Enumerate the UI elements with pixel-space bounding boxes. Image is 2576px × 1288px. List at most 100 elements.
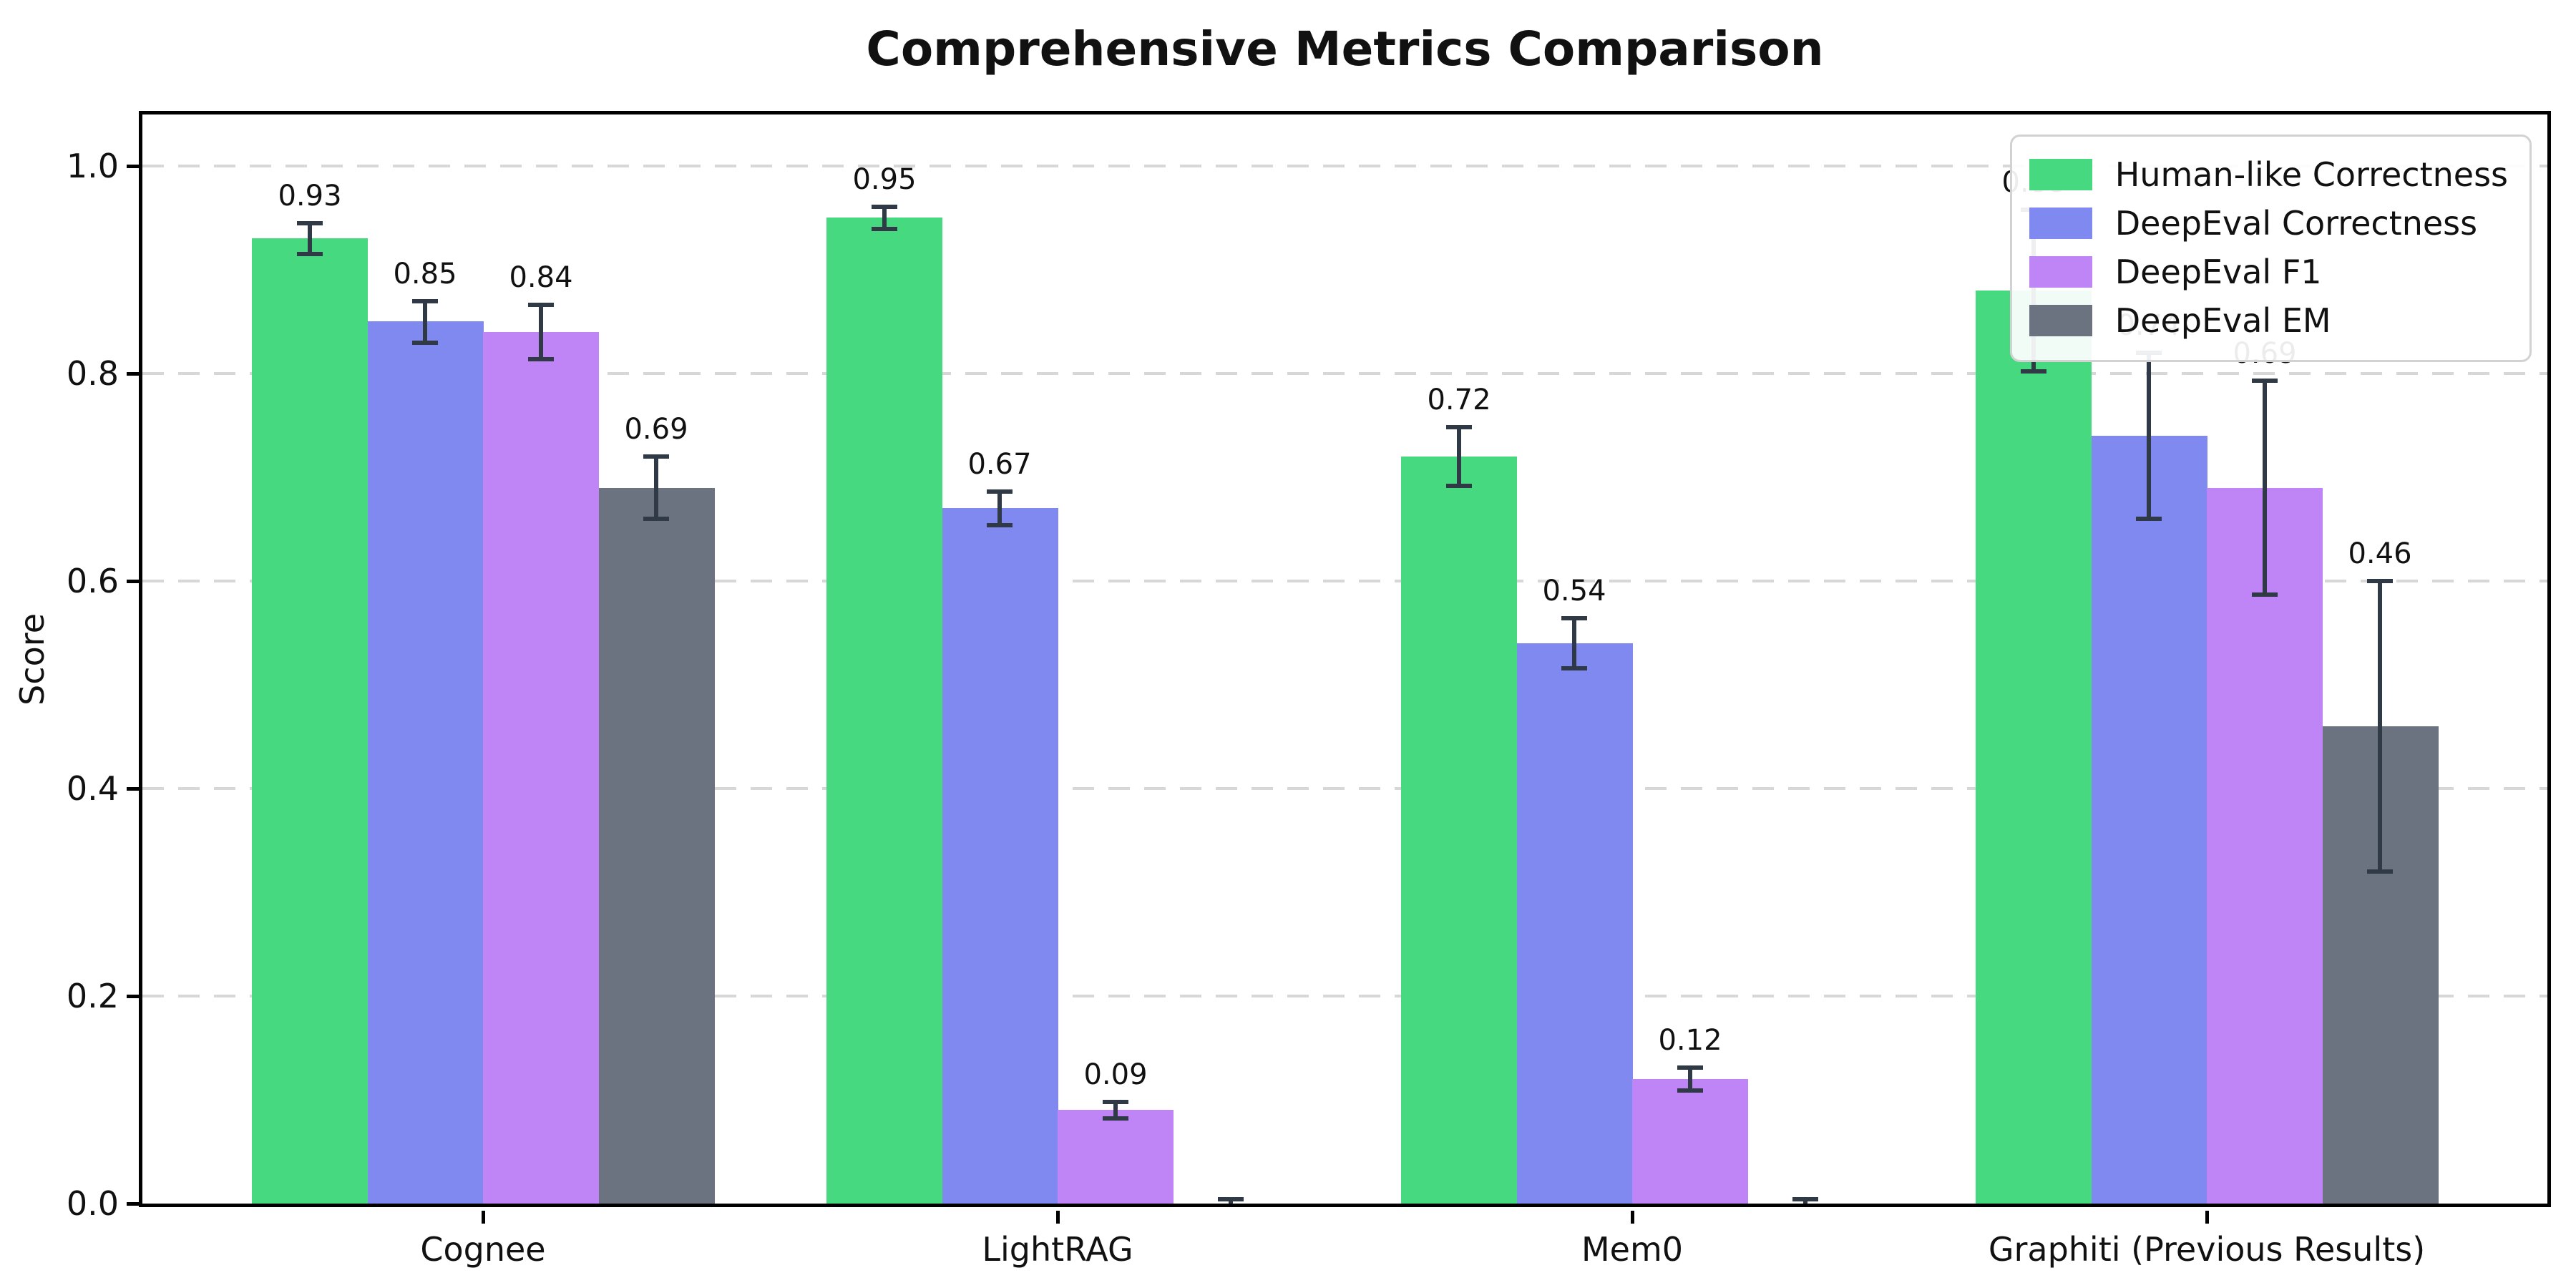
error-bar-cap-bottom <box>297 252 323 256</box>
y-tick-label: 0.2 <box>66 977 119 1015</box>
bar-value-label: 0.85 <box>393 258 457 291</box>
error-bar-cap-bottom <box>2136 517 2162 521</box>
error-bar-cap-top <box>1103 1100 1128 1104</box>
error-bar-line <box>539 305 543 358</box>
bar-human-like-correctness-3 <box>1976 291 2092 1204</box>
error-bar-cap-top <box>987 489 1013 494</box>
bar-value-label: 0.69 <box>624 413 688 446</box>
legend-item: Human-like Correctness <box>2029 154 2508 195</box>
error-bar-cap-top <box>2252 379 2278 383</box>
x-tick-mark <box>2205 1211 2209 1224</box>
x-tick-mark <box>482 1211 485 1224</box>
error-bar-line <box>2378 581 2382 872</box>
gridline-0.2 <box>142 995 2547 997</box>
error-bar-line <box>2263 381 2267 595</box>
legend-item: DeepEval Correctness <box>2029 203 2508 244</box>
legend-item: DeepEval F1 <box>2029 251 2508 293</box>
error-bar-line <box>308 223 312 255</box>
error-bar-line <box>882 207 887 230</box>
error-bar-cap-top <box>1446 425 1472 429</box>
y-tick-mark <box>127 372 142 376</box>
bar-human-like-correctness-2 <box>1401 457 1517 1204</box>
error-bar-cap-top <box>1218 1197 1244 1201</box>
bar-deepeval-correctness-0 <box>368 321 484 1204</box>
error-bar-cap-bottom <box>643 517 669 521</box>
error-bar-cap-top <box>643 454 669 459</box>
x-tick-label-0: Cognee <box>420 1230 546 1269</box>
error-bar-cap-bottom <box>1561 666 1587 670</box>
bar-human-like-correctness-0 <box>252 238 368 1204</box>
bar-value-label: 0.93 <box>278 180 342 213</box>
error-bar-cap-bottom <box>1792 1206 1818 1207</box>
legend-swatch <box>2029 159 2092 190</box>
error-bar-line <box>1457 427 1461 485</box>
y-tick-label: 0.8 <box>66 354 119 393</box>
error-bar-line <box>2147 353 2151 519</box>
bar-deepeval-em-0 <box>599 488 715 1204</box>
y-tick-mark <box>127 1202 142 1206</box>
error-bar-cap-bottom <box>2021 369 2046 374</box>
error-bar-cap-top <box>1677 1065 1703 1070</box>
bar-value-label: 0.72 <box>1427 384 1491 416</box>
bar-value-label: 0.95 <box>852 163 917 196</box>
legend-swatch <box>2029 208 2092 239</box>
gridline-1 <box>142 165 2547 167</box>
error-bar-line <box>1688 1068 1692 1091</box>
y-tick-mark <box>127 995 142 998</box>
gridline-0.6 <box>142 580 2547 582</box>
error-bar-cap-bottom <box>1103 1116 1128 1121</box>
bar-deepeval-correctness-3 <box>2092 436 2207 1204</box>
legend-label: DeepEval EM <box>2114 301 2331 340</box>
bar-deepeval-correctness-1 <box>942 508 1058 1204</box>
bar-value-label: 0.84 <box>509 261 573 294</box>
y-tick-mark <box>127 580 142 583</box>
y-tick-mark <box>127 165 142 168</box>
error-bar-cap-bottom <box>528 357 554 361</box>
y-tick-mark <box>127 787 142 791</box>
error-bar-line <box>1229 1199 1233 1204</box>
y-axis-label: Score <box>13 613 52 706</box>
bar-value-label: 0.54 <box>1542 575 1606 608</box>
error-bar-cap-bottom <box>1218 1206 1244 1207</box>
bar-value-label: 0.46 <box>2348 537 2412 570</box>
x-tick-label-1: LightRAG <box>982 1230 1133 1269</box>
x-tick-mark <box>1631 1211 1634 1224</box>
x-tick-label-3: Graphiti (Previous Results) <box>1988 1230 2426 1269</box>
legend-swatch <box>2029 305 2092 336</box>
legend-swatch <box>2029 256 2092 288</box>
legend: Human-like Correctness DeepEval Correctne… <box>2009 135 2532 362</box>
bar-deepeval-correctness-2 <box>1517 643 1633 1204</box>
error-bar-line <box>1803 1199 1807 1204</box>
error-bar-cap-top <box>1561 616 1587 620</box>
y-axis-label-wrap: Score <box>13 114 52 1204</box>
error-bar-cap-bottom <box>412 341 438 345</box>
chart-title: Comprehensive Metrics Comparison <box>866 21 1824 77</box>
error-bar-cap-bottom <box>872 227 897 231</box>
error-bar-cap-bottom <box>1677 1088 1703 1093</box>
bar-value-label: 0.12 <box>1658 1024 1722 1057</box>
error-bar-cap-bottom <box>2252 592 2278 597</box>
error-bar-cap-top <box>412 299 438 303</box>
error-bar-line <box>423 301 427 343</box>
legend-label: DeepEval F1 <box>2114 253 2322 291</box>
error-bar-cap-bottom <box>1446 484 1472 488</box>
error-bar-cap-bottom <box>2367 869 2393 874</box>
legend-label: Human-like Correctness <box>2114 155 2508 194</box>
bar-deepeval-f1-0 <box>483 332 599 1204</box>
error-bar-cap-top <box>297 221 323 225</box>
bar-deepeval-f1-3 <box>2207 488 2323 1204</box>
error-bar-line <box>1572 618 1576 668</box>
bar-human-like-correctness-1 <box>826 218 942 1204</box>
error-bar-line <box>997 492 1002 525</box>
plot-area: Human-like Correctness DeepEval Correctne… <box>139 111 2551 1207</box>
bar-deepeval-f1-2 <box>1632 1079 1748 1204</box>
error-bar-cap-top <box>1792 1197 1818 1201</box>
error-bar-cap-top <box>528 303 554 307</box>
y-tick-label: 0.6 <box>66 562 119 600</box>
legend-label: DeepEval Correctness <box>2114 204 2478 243</box>
error-bar-cap-top <box>872 205 897 209</box>
error-bar-line <box>1113 1102 1118 1118</box>
gridline-0.8 <box>142 372 2547 375</box>
bar-deepeval-f1-1 <box>1058 1110 1174 1204</box>
